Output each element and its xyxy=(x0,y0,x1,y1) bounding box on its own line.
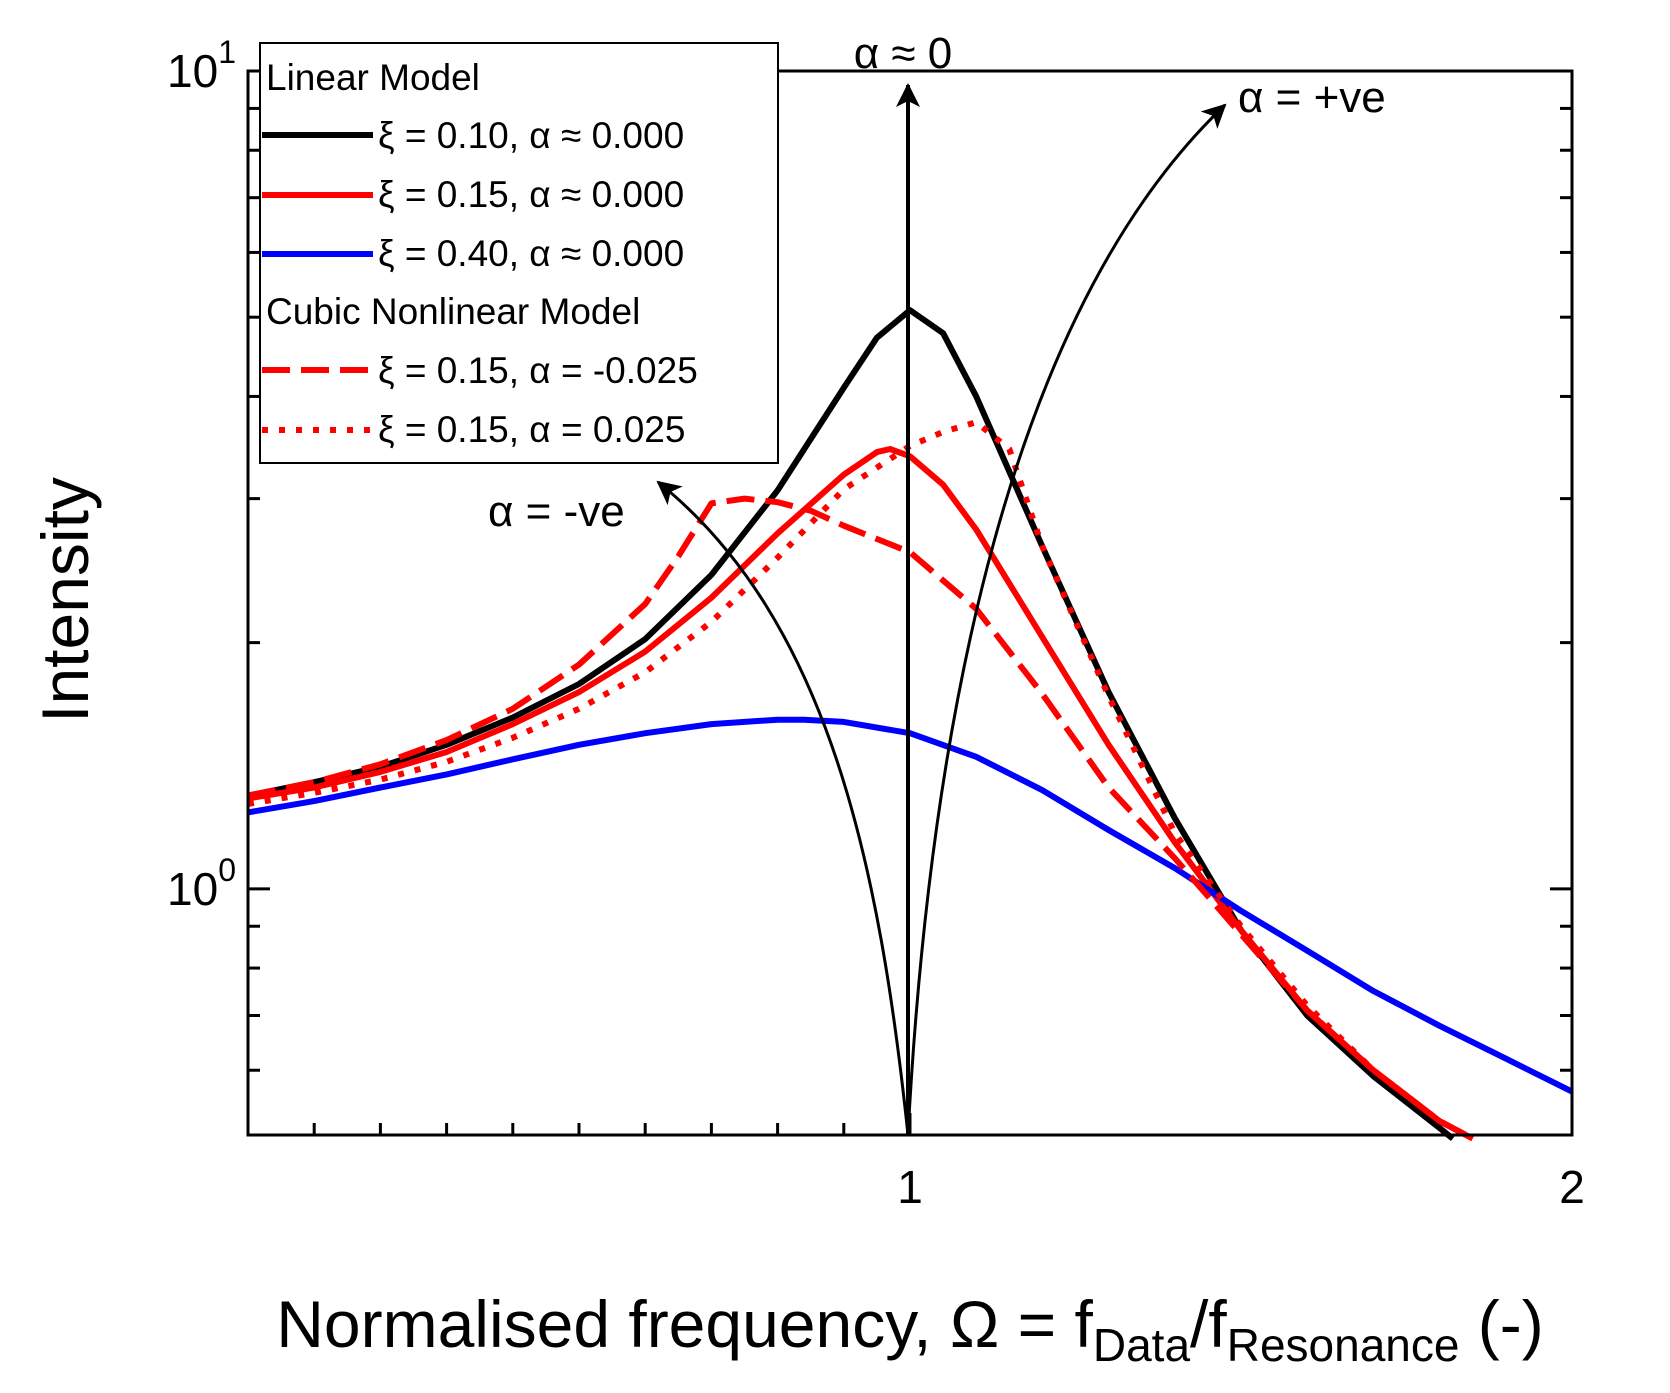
legend-label-0: ξ = 0.10, α ≈ 0.000 xyxy=(378,115,684,156)
legend-label-3: ξ = 0.15, α = -0.025 xyxy=(378,350,698,391)
series-line-1 xyxy=(247,446,1475,1142)
annotation-alpha-negative: α = -ve xyxy=(488,487,625,536)
legend-group-title-cubic: Cubic Nonlinear Model xyxy=(266,291,640,332)
series-line-3 xyxy=(247,495,1475,1142)
axis-ticks xyxy=(248,69,1574,1137)
plot-lines xyxy=(247,307,1574,1142)
x-axis-title: Normalised frequency, Ω = fData/fResonan… xyxy=(276,1287,1543,1371)
x-tick-label: 2 xyxy=(1559,1161,1585,1213)
y-tick-label: 100 xyxy=(167,852,236,915)
series-line-2 xyxy=(247,716,1574,1095)
guide-curves xyxy=(656,83,1227,1136)
x-tick-label: 1 xyxy=(897,1161,923,1213)
legend-label-1: ξ = 0.15, α ≈ 0.000 xyxy=(378,174,684,215)
legend-group-title-linear: Linear Model xyxy=(266,57,480,98)
legend-label-4: ξ = 0.15, α = 0.025 xyxy=(378,409,685,450)
alpha-positive-curve xyxy=(906,103,1227,1136)
y-axis-title: Intensity xyxy=(28,477,102,723)
legend: Linear Model ξ = 0.10, α ≈ 0.000 ξ = 0.1… xyxy=(259,42,779,464)
legend-label-2: ξ = 0.40, α ≈ 0.000 xyxy=(378,233,684,274)
tick-labels: 1 2 100 101 xyxy=(167,34,1585,1213)
annotation-alpha-positive: α = +ve xyxy=(1238,73,1386,122)
alpha-negative-curve xyxy=(656,480,910,1136)
series-line-4 xyxy=(247,419,1475,1142)
annotation-alpha-zero: α ≈ 0 xyxy=(854,29,953,78)
y-tick-label: 101 xyxy=(167,34,236,97)
